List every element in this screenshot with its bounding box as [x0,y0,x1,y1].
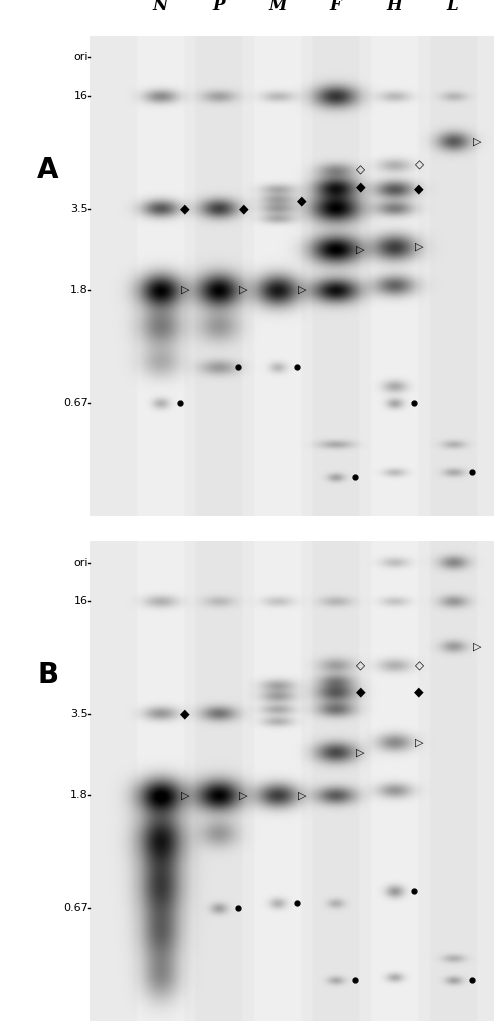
Text: ori: ori [73,52,88,63]
Text: ◇: ◇ [415,660,424,672]
Text: ▷: ▷ [298,790,306,800]
Text: B: B [37,661,58,689]
Text: 0.67: 0.67 [63,903,88,913]
Text: 16: 16 [74,596,88,606]
Text: 3.5: 3.5 [70,709,88,719]
Text: 16: 16 [74,91,88,101]
Text: ◇: ◇ [356,660,365,672]
Text: ◆: ◆ [356,181,366,194]
Text: ▷: ▷ [181,790,190,800]
Text: F: F [330,0,342,14]
Text: ◆: ◆ [180,707,190,720]
Text: ▷: ▷ [357,244,365,254]
Text: 0.67: 0.67 [63,398,88,408]
Text: 3.5: 3.5 [70,203,88,213]
Text: ◇: ◇ [415,159,424,172]
Text: ◇: ◇ [356,164,365,176]
Text: ▷: ▷ [240,285,248,295]
Text: L: L [447,0,459,14]
Text: ▷: ▷ [181,285,190,295]
Text: M: M [268,0,286,14]
Text: ▷: ▷ [415,738,423,748]
Text: ori: ori [73,558,88,567]
Text: ▷: ▷ [415,242,423,252]
Text: ◆: ◆ [414,183,424,196]
Text: ◆: ◆ [414,685,424,699]
Text: ◆: ◆ [239,202,249,215]
Text: P: P [213,0,225,14]
Text: ◆: ◆ [180,202,190,215]
Text: ▷: ▷ [357,747,365,757]
Text: 1.8: 1.8 [70,285,88,295]
Text: 1.8: 1.8 [70,790,88,800]
Text: ▷: ▷ [240,790,248,800]
Text: ◆: ◆ [297,195,307,208]
Text: A: A [37,156,59,184]
Text: H: H [386,0,402,14]
Text: ▷: ▷ [298,285,306,295]
Text: ▷: ▷ [474,136,482,147]
Text: N: N [152,0,168,14]
Text: ▷: ▷ [474,641,482,652]
Text: ◆: ◆ [356,685,366,699]
